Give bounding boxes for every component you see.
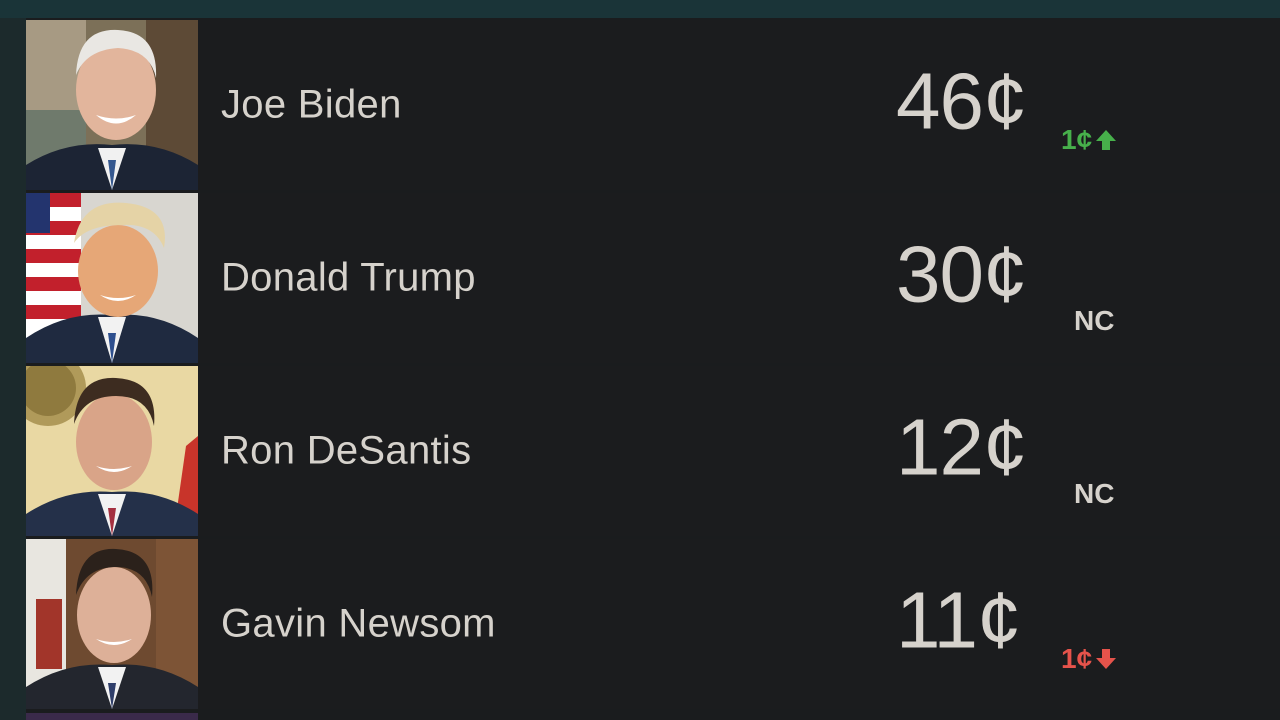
candidate-row[interactable]: Ron DeSantis 12¢ NC bbox=[26, 366, 1280, 536]
candidate-name: Ron DeSantis bbox=[221, 428, 472, 473]
candidate-photo bbox=[26, 539, 198, 709]
price-change: NC bbox=[1074, 478, 1114, 510]
candidate-price: 46¢ bbox=[896, 56, 1027, 146]
candidate-price: 12¢ bbox=[896, 402, 1027, 492]
price-change-value: 1¢ bbox=[1061, 643, 1093, 674]
candidate-row[interactable]: Gavin Newsom 11¢ 1¢ bbox=[26, 539, 1280, 709]
price-change: NC bbox=[1074, 305, 1114, 337]
next-candidate-photo-partial bbox=[26, 713, 198, 720]
price-change: 1¢ bbox=[1061, 643, 1118, 675]
price-change-value: NC bbox=[1074, 478, 1115, 509]
candidate-name: Donald Trump bbox=[221, 255, 476, 300]
price-change: 1¢ bbox=[1061, 124, 1118, 156]
candidate-photo bbox=[26, 366, 198, 536]
candidate-photo bbox=[26, 20, 198, 190]
candidate-row[interactable]: Donald Trump 30¢ NC bbox=[26, 193, 1280, 363]
arrow-down-icon bbox=[1096, 649, 1117, 669]
top-bar bbox=[0, 0, 1280, 18]
candidate-name: Joe Biden bbox=[221, 82, 402, 127]
candidate-photo bbox=[26, 193, 198, 363]
arrow-up-icon bbox=[1096, 130, 1117, 150]
price-change-value: NC bbox=[1074, 305, 1115, 336]
candidate-name: Gavin Newsom bbox=[221, 601, 496, 646]
candidate-list: Joe Biden 46¢ 1¢ bbox=[26, 20, 1280, 712]
candidate-row[interactable]: Joe Biden 46¢ 1¢ bbox=[26, 20, 1280, 190]
candidate-price: 11¢ bbox=[896, 575, 1022, 665]
candidate-price: 30¢ bbox=[896, 229, 1027, 319]
price-change-value: 1¢ bbox=[1061, 124, 1093, 155]
left-gutter bbox=[0, 18, 26, 720]
